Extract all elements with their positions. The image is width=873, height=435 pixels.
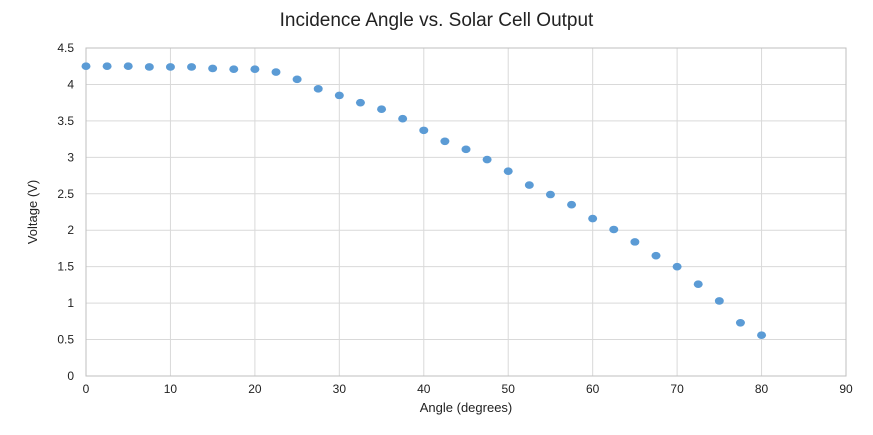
data-point: [714, 297, 724, 305]
y-tick-label: 2.5: [57, 187, 74, 201]
data-point: [567, 200, 577, 209]
x-tick-label: 80: [755, 382, 769, 396]
data-point: [588, 214, 598, 223]
y-tick-label: 1.5: [57, 260, 74, 274]
x-tick-label: 0: [83, 382, 90, 396]
y-tick-label: 0: [67, 369, 74, 383]
data-point: [292, 75, 302, 84]
data-point: [693, 280, 703, 288]
y-tick-label: 3: [67, 150, 74, 164]
data-point: [609, 225, 619, 234]
data-point: [123, 62, 133, 71]
data-point: [208, 64, 218, 73]
y-axis-label: Voltage (V): [25, 180, 40, 244]
data-point: [672, 262, 682, 271]
data-point: [482, 155, 492, 164]
data-point: [229, 65, 239, 73]
data-point: [398, 114, 408, 123]
x-axis-label: Angle (degrees): [420, 400, 513, 415]
data-point: [630, 238, 640, 246]
data-point: [165, 63, 175, 71]
data-point: [271, 68, 281, 76]
x-tick-label: 50: [502, 382, 516, 396]
data-point: [735, 318, 745, 327]
y-tick-label: 4.5: [57, 41, 74, 55]
plot-area-border: [85, 47, 847, 377]
data-point: [81, 62, 91, 71]
data-point: [102, 62, 112, 71]
data-point: [440, 137, 450, 146]
x-tick-label: 60: [586, 382, 600, 396]
y-tick-label: 1: [67, 296, 74, 310]
data-point: [377, 105, 387, 114]
x-tick-label: 10: [164, 382, 178, 396]
data-point: [144, 63, 154, 71]
y-tick-label: 2: [67, 223, 74, 237]
x-tick-label: 30: [333, 382, 347, 396]
data-point: [334, 91, 344, 100]
x-tick-label: 40: [417, 382, 431, 396]
chart-title: Incidence Angle vs. Solar Cell Output: [279, 10, 594, 31]
data-point: [461, 145, 471, 154]
data-point: [187, 63, 197, 71]
data-point: [524, 181, 534, 189]
x-tick-label: 90: [839, 382, 853, 396]
x-tick-label: 70: [670, 382, 684, 396]
y-tick-label: 4: [67, 77, 74, 91]
data-point: [545, 190, 555, 199]
y-tick-label: 3.5: [57, 114, 74, 128]
data-point: [355, 98, 365, 107]
data-point: [313, 85, 323, 93]
data-point: [250, 65, 260, 73]
data-point: [757, 331, 767, 339]
data-point: [503, 167, 513, 175]
data-point: [419, 126, 429, 135]
y-tick-label: 0.5: [57, 333, 74, 347]
data-point: [651, 251, 661, 260]
x-tick-label: 20: [248, 382, 262, 396]
